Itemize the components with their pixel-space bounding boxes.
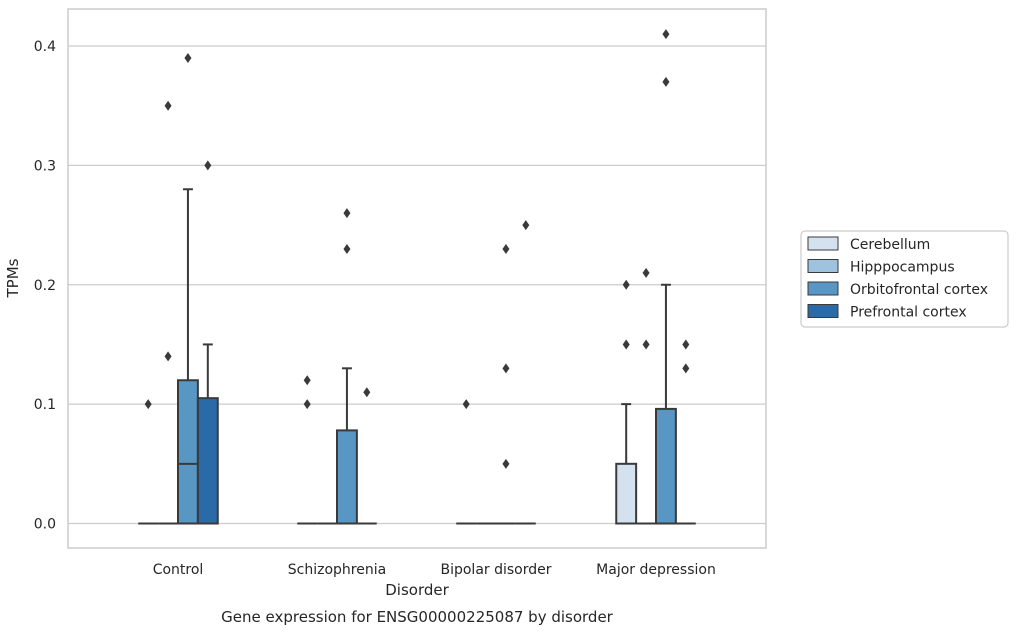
outlier-point [164, 351, 172, 362]
outlier-point [184, 52, 192, 63]
outlier-point [204, 160, 212, 171]
outlier-point [502, 363, 510, 374]
outlier-point [622, 279, 630, 290]
y-tick-label: 0.3 [34, 158, 56, 174]
y-axis-label: TPMs [4, 258, 22, 298]
box-0-3 [196, 160, 219, 525]
box-3-1 [636, 267, 656, 525]
box-body [177, 379, 199, 525]
box-1-2 [336, 208, 358, 525]
y-tick-label: 0.0 [34, 517, 56, 533]
outlier-point [662, 29, 670, 40]
legend-label: Orbitofrontal cortex [850, 282, 988, 298]
chart-caption: Gene expression for ENSG00000225087 by d… [221, 608, 614, 626]
y-tick-label: 0.2 [34, 278, 56, 294]
box-1-0 [297, 375, 318, 525]
box-body [336, 429, 358, 525]
plot-frame [67, 8, 767, 549]
y-tick-label: 0.1 [34, 397, 56, 413]
outlier-point [462, 399, 470, 410]
x-axis-label: Disorder [385, 581, 449, 599]
outlier-point [303, 399, 311, 410]
x-tick-label: Control [153, 562, 204, 578]
box-groups [138, 29, 696, 525]
outlier-point [343, 243, 351, 254]
x-axis-ticks: Control Schizophrenia Bipolar disorder Majo… [153, 562, 716, 578]
outlier-point [144, 399, 152, 410]
box-3-0 [615, 279, 638, 525]
outlier-point [303, 375, 311, 386]
legend-label: Cerebellum [850, 237, 930, 253]
box-0-0 [138, 399, 159, 525]
outlier-point [622, 339, 630, 350]
outlier-point [502, 243, 510, 254]
y-tick-label: 0.4 [34, 39, 56, 55]
legend-swatch [807, 304, 839, 318]
legend-frame [800, 230, 1009, 328]
box-body [196, 397, 219, 525]
box-1-3 [356, 387, 377, 525]
y-axis-ticks: 0.0 0.1 0.2 0.3 0.4 [34, 39, 56, 533]
box-body [655, 407, 677, 525]
legend-label: Prefrontal cortex [850, 305, 967, 321]
box-0-1 [158, 100, 178, 525]
x-tick-label: Major depression [596, 562, 716, 578]
legend-swatch [807, 281, 839, 296]
outlier-point [642, 339, 650, 350]
outlier-point [502, 458, 510, 469]
box-2-0 [456, 399, 477, 525]
box-3-2 [655, 29, 677, 525]
box-2-2 [496, 243, 516, 525]
legend-label: Hipppocampus [850, 260, 955, 276]
outlier-point [164, 100, 172, 111]
x-tick-label: Bipolar disorder [440, 562, 551, 578]
legend-swatch [807, 236, 839, 251]
outlier-point [363, 387, 371, 398]
outlier-point [682, 339, 690, 350]
outlier-point [642, 267, 650, 278]
outlier-point [522, 220, 530, 231]
outlier-point [662, 76, 670, 87]
legend: Cerebellum Hipppocampus Orbitofrontal cort… [800, 230, 1009, 328]
outlier-point [343, 208, 351, 219]
box-3-3 [675, 339, 696, 525]
box-body [615, 462, 638, 525]
x-tick-label: Schizophrenia [288, 562, 386, 578]
legend-swatch [807, 259, 839, 273]
outlier-point [682, 363, 690, 374]
box-0-2 [177, 52, 199, 525]
box-2-3 [515, 220, 536, 525]
